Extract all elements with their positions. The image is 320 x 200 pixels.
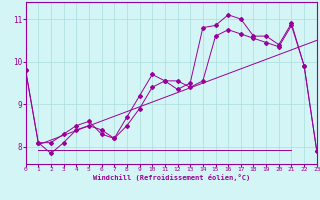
X-axis label: Windchill (Refroidissement éolien,°C): Windchill (Refroidissement éolien,°C) bbox=[92, 174, 250, 181]
